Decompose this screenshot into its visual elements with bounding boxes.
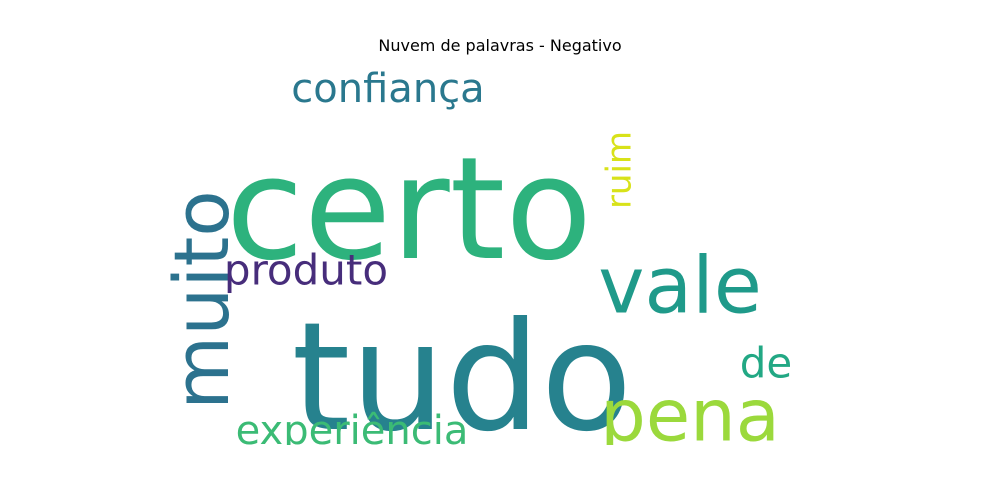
cloud-word-7: ruim	[600, 131, 640, 209]
cloud-word-1: tudo	[292, 291, 633, 445]
cloud-word-3: pena	[600, 374, 780, 445]
cloud-word-8: de	[740, 339, 793, 388]
cloud-word-0: certo	[226, 127, 592, 292]
cloud-word-5: confiança	[291, 66, 484, 112]
cloud-word-4: muito	[157, 190, 246, 410]
cloud-word-9: experiência	[236, 408, 469, 445]
chart-title: Nuvem de palavras - Negativo	[378, 36, 622, 55]
cloud-word-2: vale	[598, 241, 762, 331]
cloud-word-6: produto	[224, 246, 388, 295]
